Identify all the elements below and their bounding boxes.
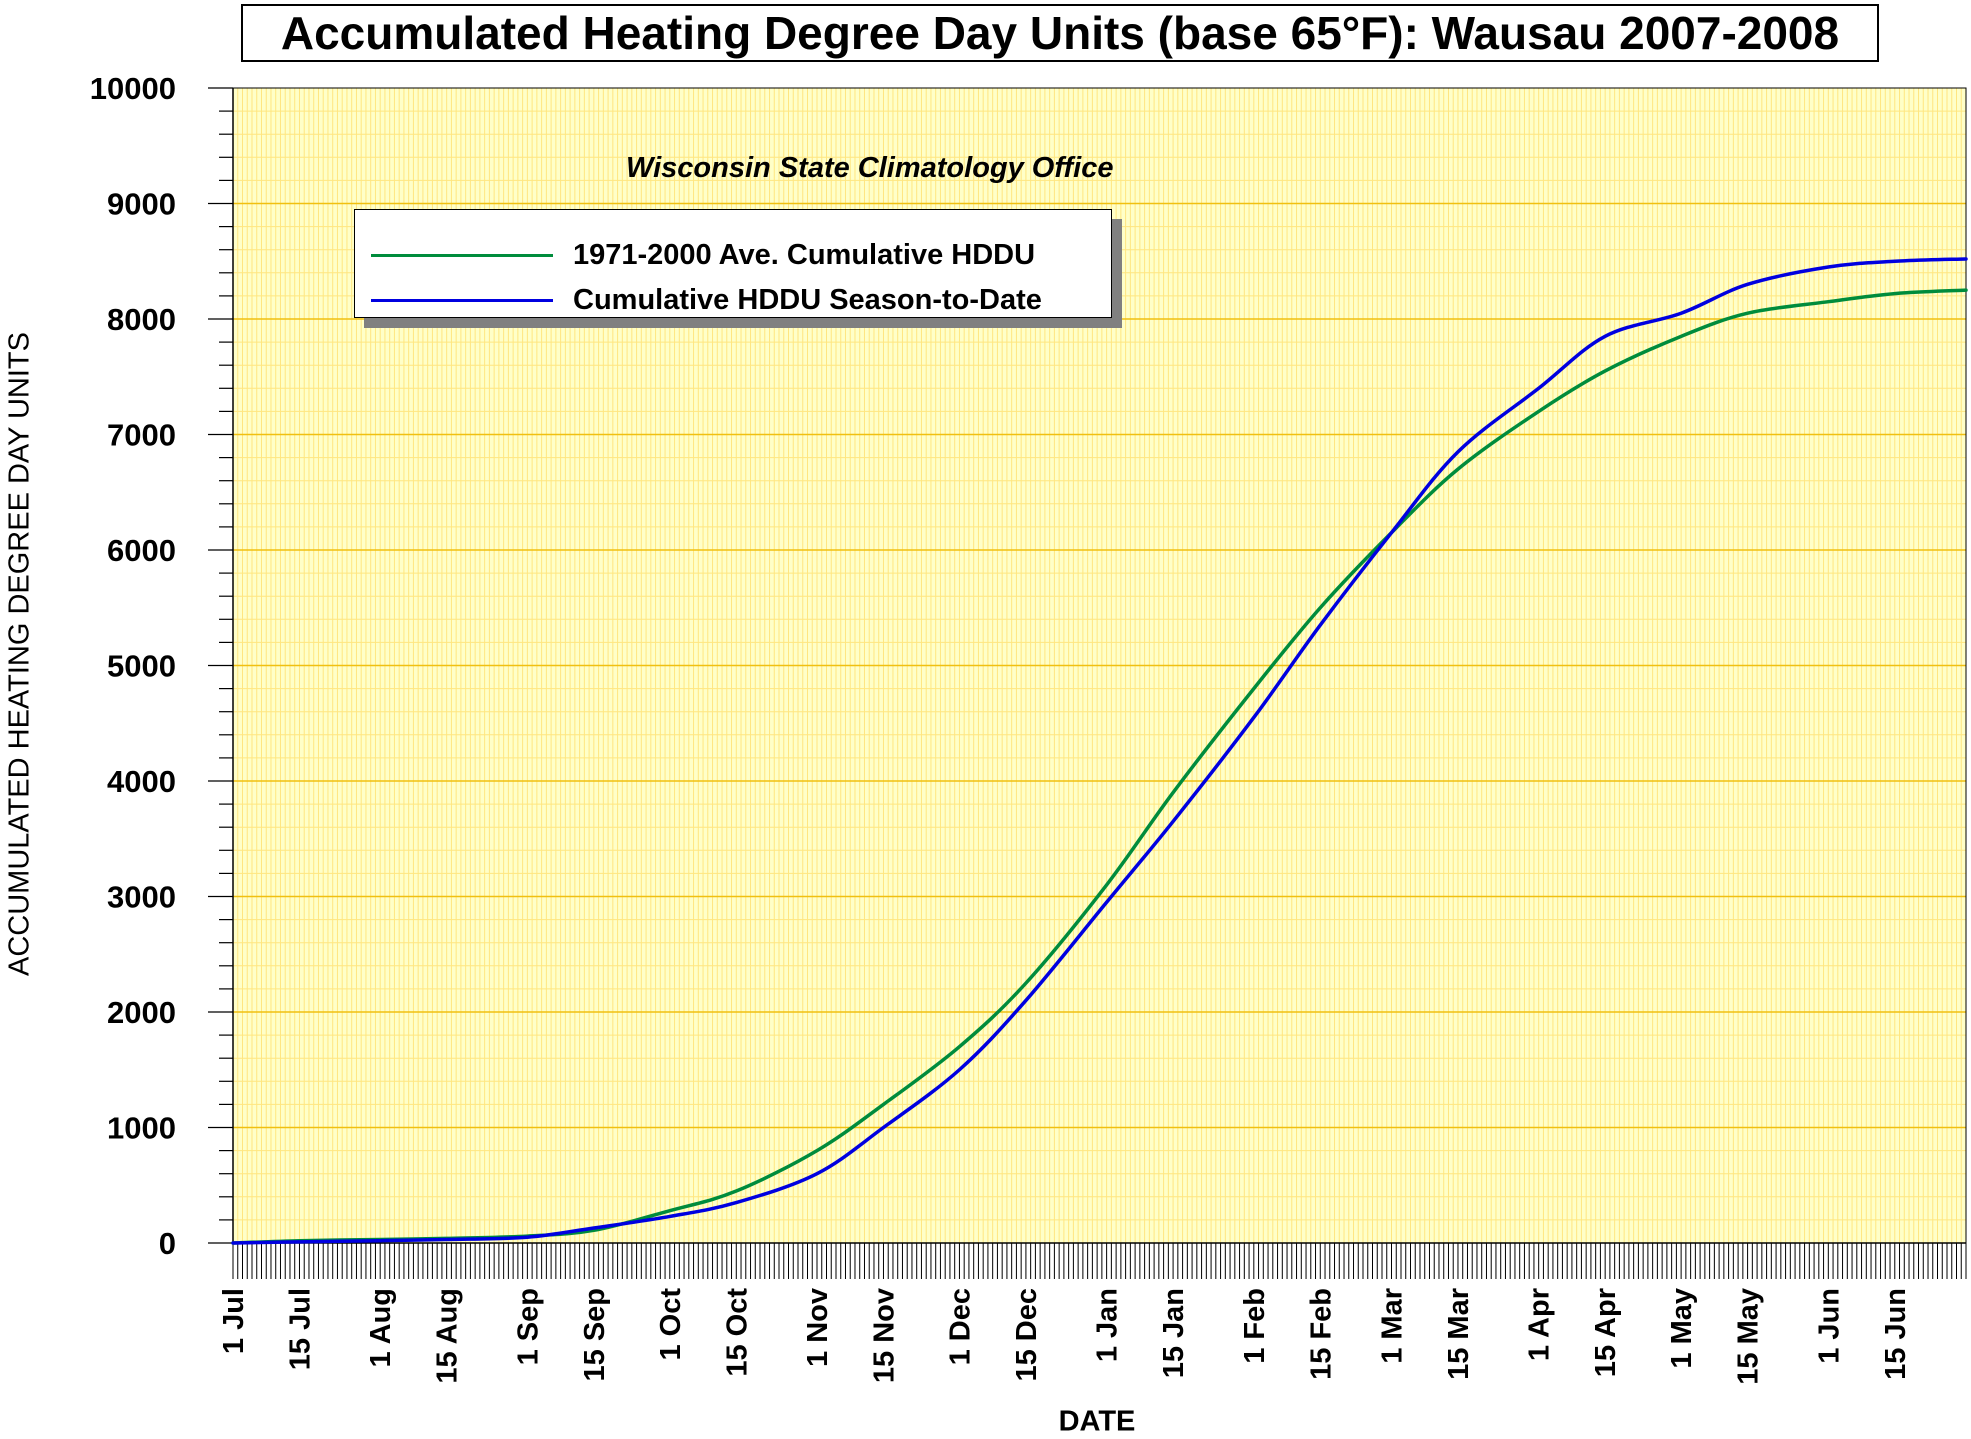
legend-label-average: 1971-2000 Ave. Cumulative HDDU (573, 238, 1036, 271)
series-lines (231, 257, 1968, 1245)
legend-swatch-season (371, 298, 553, 302)
series-line-season (231, 257, 1968, 1245)
x-tick-label: 15 Jul (284, 1288, 316, 1370)
x-tick-label: 15 Sep (579, 1288, 611, 1382)
legend-item-season: Cumulative HDDU Season-to-Date (371, 283, 1042, 316)
x-tick-label: 15 Apr (1590, 1288, 1622, 1377)
chart-subtitle: Wisconsin State Climatology Office (626, 152, 1114, 184)
legend: 1971-2000 Ave. Cumulative HDDU Cumulativ… (354, 209, 1112, 318)
x-tick-label: 15 Mar (1443, 1288, 1475, 1380)
y-tick-label: 0 (159, 1226, 176, 1261)
y-tick-label: 10000 (90, 71, 176, 106)
legend-label-season: Cumulative HDDU Season-to-Date (573, 283, 1042, 316)
x-tick-label: 1 Jun (1813, 1288, 1845, 1364)
x-tick-label: 15 May (1733, 1288, 1765, 1385)
y-axis: 0 1000 2000 3000 4000 5000 6000 7000 8000 9000 100… (90, 71, 234, 1261)
x-tick-label: 1 Jul (218, 1288, 250, 1354)
x-tick-label: 1 Feb (1239, 1288, 1271, 1364)
legend-swatch-average (371, 253, 553, 257)
x-tick-label: 15 Jun (1880, 1288, 1912, 1380)
x-tick-label: 15 Oct (721, 1288, 753, 1377)
y-axis-label: ACCUMULATED HEATING DEGREE DAY UNITS (3, 332, 36, 976)
y-tick-label: 3000 (107, 880, 176, 915)
x-tick-label: 1 Jan (1092, 1288, 1124, 1362)
y-tick-label: 5000 (107, 649, 176, 684)
x-axis: 1 Jul 15 Jul 1 Aug 15 Aug 1 Sep 15 Sep 1 Oct 15… (218, 1242, 1967, 1385)
x-tick-label: 15 Jan (1158, 1288, 1190, 1378)
chart-title-box: Accumulated Heating Degree Day Units (ba… (241, 4, 1879, 62)
x-tick-label: 1 Mar (1377, 1288, 1409, 1364)
x-axis-label: DATE (1058, 1405, 1136, 1438)
y-tick-label: 4000 (107, 764, 176, 799)
y-tick-label: 1000 (107, 1111, 176, 1146)
chart-title: Accumulated Heating Degree Day Units (ba… (280, 7, 1840, 59)
x-tick-label: 1 Sep (512, 1288, 544, 1365)
x-tick-label: 15 Nov (868, 1288, 900, 1383)
y-tick-label: 9000 (107, 187, 176, 222)
x-tick-label: 15 Feb (1305, 1288, 1337, 1380)
y-tick-label: 8000 (107, 302, 176, 337)
x-tick-label: 1 Apr (1524, 1288, 1556, 1361)
x-tick-label: 15 Aug (432, 1288, 464, 1384)
x-tick-label: 15 Dec (1011, 1288, 1043, 1382)
y-tick-label: 6000 (107, 533, 176, 568)
x-tick-label: 1 Oct (655, 1288, 687, 1361)
y-tick-label: 7000 (107, 418, 176, 453)
legend-item-average: 1971-2000 Ave. Cumulative HDDU (371, 238, 1036, 271)
y-tick-label: 2000 (107, 995, 176, 1030)
x-tick-label: 1 Aug (365, 1288, 397, 1367)
x-tick-label: 1 Nov (802, 1288, 834, 1367)
x-tick-label: 1 May (1666, 1288, 1698, 1369)
x-tick-label: 1 Dec (944, 1288, 976, 1365)
